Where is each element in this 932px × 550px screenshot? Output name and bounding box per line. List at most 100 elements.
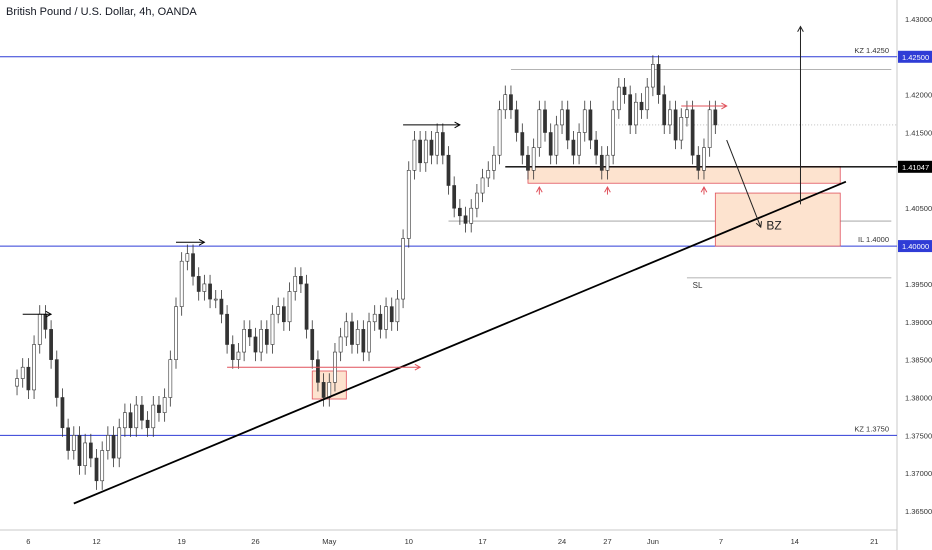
candle-body[interactable] xyxy=(77,435,82,466)
candle-body[interactable] xyxy=(440,132,445,156)
candle-body[interactable] xyxy=(361,329,366,353)
candle-body[interactable] xyxy=(651,64,655,88)
candle-body[interactable] xyxy=(71,435,76,451)
candle-body[interactable] xyxy=(662,94,667,126)
candle-body[interactable] xyxy=(293,276,298,292)
candle-body[interactable] xyxy=(560,109,564,126)
candle-body[interactable] xyxy=(100,450,105,482)
candle-body[interactable] xyxy=(185,253,190,262)
candle-body[interactable] xyxy=(690,109,695,156)
candle-body[interactable] xyxy=(338,336,343,353)
candle-body[interactable] xyxy=(26,366,31,391)
candle-body[interactable] xyxy=(236,351,241,360)
candle-body[interactable] xyxy=(134,404,139,429)
candle-body[interactable] xyxy=(247,329,252,338)
candle-body[interactable] xyxy=(287,291,292,323)
candle-body[interactable] xyxy=(469,207,474,224)
buy-zone[interactable] xyxy=(714,192,841,247)
candle-body[interactable] xyxy=(673,109,678,141)
candle-body[interactable] xyxy=(281,306,286,323)
candle-body[interactable] xyxy=(60,397,65,429)
candle-body[interactable] xyxy=(32,344,36,391)
candle-body[interactable] xyxy=(157,404,161,413)
candle-body[interactable] xyxy=(327,382,332,398)
candle-body[interactable] xyxy=(270,313,275,345)
candle-body[interactable] xyxy=(202,283,207,292)
candle-body[interactable] xyxy=(145,419,150,429)
candle-body[interactable] xyxy=(446,154,451,186)
candle-body[interactable] xyxy=(83,442,88,466)
candle-body[interactable] xyxy=(242,329,246,353)
candle-body[interactable] xyxy=(412,139,417,171)
candle-body[interactable] xyxy=(418,139,422,164)
candle-body[interactable] xyxy=(457,207,462,217)
candle-body[interactable] xyxy=(384,306,388,330)
candle-body[interactable] xyxy=(304,283,309,330)
candle-body[interactable] xyxy=(37,313,42,345)
candle-body[interactable] xyxy=(622,86,627,95)
candle-body[interactable] xyxy=(543,109,547,133)
candle-body[interactable] xyxy=(20,366,25,379)
candle-body[interactable] xyxy=(423,139,428,164)
candle-body[interactable] xyxy=(111,435,116,459)
candle-body[interactable] xyxy=(225,313,229,345)
candle-body[interactable] xyxy=(713,109,718,126)
candle-body[interactable] xyxy=(191,253,195,277)
candle-body[interactable] xyxy=(531,147,536,171)
candle-body[interactable] xyxy=(276,306,281,315)
candle-body[interactable] xyxy=(435,132,440,156)
candle-body[interactable] xyxy=(355,329,360,345)
candle-body[interactable] xyxy=(554,124,559,156)
candle-body[interactable] xyxy=(668,109,672,126)
candle-body[interactable] xyxy=(707,109,712,148)
candle-body[interactable] xyxy=(452,185,457,209)
support-trendline[interactable] xyxy=(73,180,847,505)
candle-body[interactable] xyxy=(106,435,110,451)
candle-body[interactable] xyxy=(310,329,315,360)
candle-body[interactable] xyxy=(702,147,706,171)
candle-body[interactable] xyxy=(599,154,604,171)
candle-body[interactable] xyxy=(492,154,496,171)
candle-body[interactable] xyxy=(196,276,201,292)
candle-body[interactable] xyxy=(696,154,701,171)
candle-body[interactable] xyxy=(367,321,371,353)
candle-body[interactable] xyxy=(503,94,508,111)
support-zone[interactable] xyxy=(527,166,841,184)
candle-body[interactable] xyxy=(162,397,167,413)
candle-body[interactable] xyxy=(526,154,530,171)
candle-body[interactable] xyxy=(514,109,519,133)
candle-body[interactable] xyxy=(582,109,587,133)
candle-body[interactable] xyxy=(628,94,633,126)
candle-body[interactable] xyxy=(264,329,269,345)
candle-body[interactable] xyxy=(480,177,485,194)
candle-body[interactable] xyxy=(123,412,127,429)
candle-body[interactable] xyxy=(174,306,178,360)
candle-body[interactable] xyxy=(151,404,156,429)
candle-body[interactable] xyxy=(463,215,468,224)
candle-body[interactable] xyxy=(117,427,122,459)
candle-body[interactable] xyxy=(401,238,405,300)
candle-body[interactable] xyxy=(389,306,394,323)
candle-body[interactable] xyxy=(497,109,502,156)
candle-body[interactable] xyxy=(395,298,400,323)
candle-body[interactable] xyxy=(88,442,93,459)
candle-body[interactable] xyxy=(168,359,173,398)
candle-body[interactable] xyxy=(679,117,684,141)
candle-body[interactable] xyxy=(594,139,598,156)
candle-body[interactable] xyxy=(230,344,235,360)
candle-body[interactable] xyxy=(372,313,377,323)
candle-body[interactable] xyxy=(54,359,59,398)
candle-body[interactable] xyxy=(128,412,133,429)
candle-body[interactable] xyxy=(344,321,349,338)
candle-body[interactable] xyxy=(537,109,542,148)
candle-body[interactable] xyxy=(486,170,491,179)
candle-body[interactable] xyxy=(616,86,621,111)
candle-body[interactable] xyxy=(49,329,53,360)
candle-body[interactable] xyxy=(208,283,212,300)
candle-body[interactable] xyxy=(571,139,576,156)
candle-body[interactable] xyxy=(639,101,644,111)
candle-body[interactable] xyxy=(475,192,479,209)
candle-body[interactable] xyxy=(179,260,184,307)
candle-body[interactable] xyxy=(633,101,638,126)
